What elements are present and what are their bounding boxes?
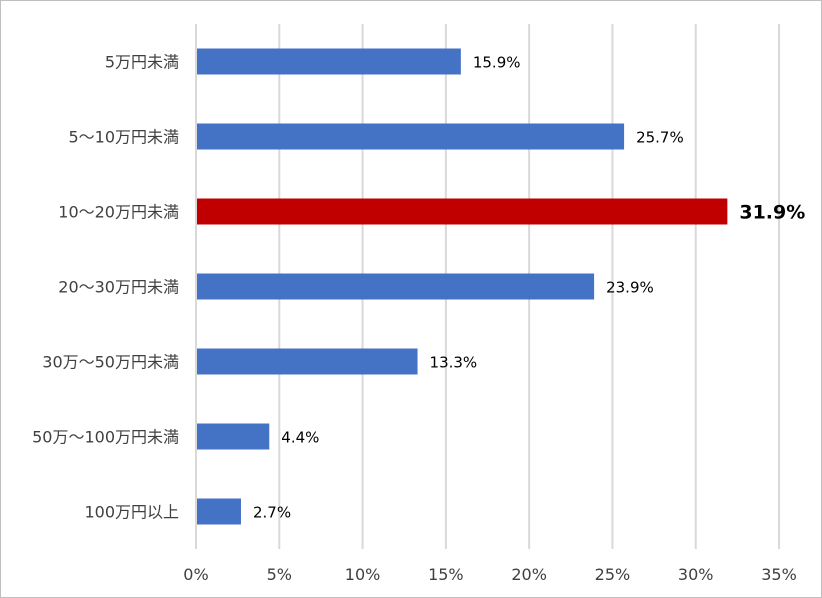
data-label: 13.3% (430, 354, 478, 372)
data-label: 15.9% (473, 54, 521, 72)
bar (197, 498, 241, 525)
data-label: 31.9% (739, 202, 805, 224)
x-tick-label: 5% (267, 565, 292, 584)
y-category-label: 5万円未満 (105, 53, 179, 72)
x-tick-label: 30% (678, 565, 714, 584)
x-tick-label: 10% (345, 565, 381, 584)
y-category-label: 100万円以上 (84, 503, 179, 522)
bar (197, 123, 625, 150)
bar (197, 48, 461, 75)
data-label: 23.9% (606, 279, 654, 297)
bar (197, 198, 728, 225)
y-category-label: 10～20万円未満 (58, 203, 179, 222)
data-label: 25.7% (636, 129, 684, 147)
x-tick-label: 20% (511, 565, 547, 584)
bar (197, 348, 418, 375)
y-category-label: 50万～100万円未満 (32, 428, 179, 447)
y-category-label: 30万～50万円未満 (42, 353, 179, 372)
bar (197, 423, 270, 450)
x-tick-label: 25% (595, 565, 631, 584)
bar (197, 273, 595, 300)
x-tick-label: 35% (761, 565, 797, 584)
data-label: 4.4% (281, 429, 319, 447)
x-tick-label: 0% (183, 565, 208, 584)
x-tick-label: 15% (428, 565, 464, 584)
data-label: 2.7% (253, 504, 291, 522)
y-category-label: 20～30万円未満 (58, 278, 179, 297)
y-category-label: 5～10万円未満 (68, 128, 179, 147)
